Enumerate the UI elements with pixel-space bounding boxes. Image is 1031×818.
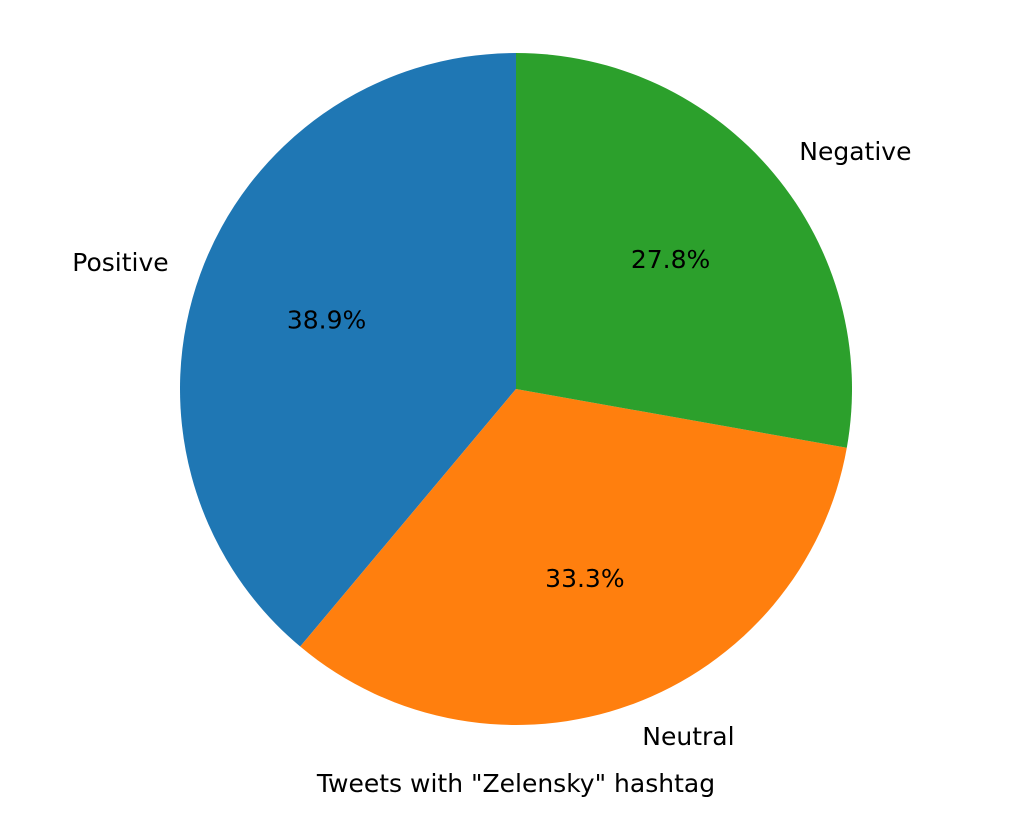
pie-slice-negative [516,53,852,448]
pie-category-label-positive: Positive [72,248,168,277]
pie-category-label-neutral: Neutral [642,722,734,751]
pie-slice-neutral [300,389,847,725]
chart-title: Tweets with "Zelensky" hashtag [316,769,715,798]
pie-category-label-negative: Negative [799,137,911,166]
pie-pct-label-positive: 38.9% [287,306,366,335]
pie-pct-label-negative: 27.8% [631,245,710,274]
pie-slice-positive [179,53,516,647]
pie-slices [179,53,852,725]
pie-pct-label-neutral: 33.3% [545,564,624,593]
pie-labels: 38.9% Positive 33.3% Neutral 27.8% Negative [72,137,911,751]
